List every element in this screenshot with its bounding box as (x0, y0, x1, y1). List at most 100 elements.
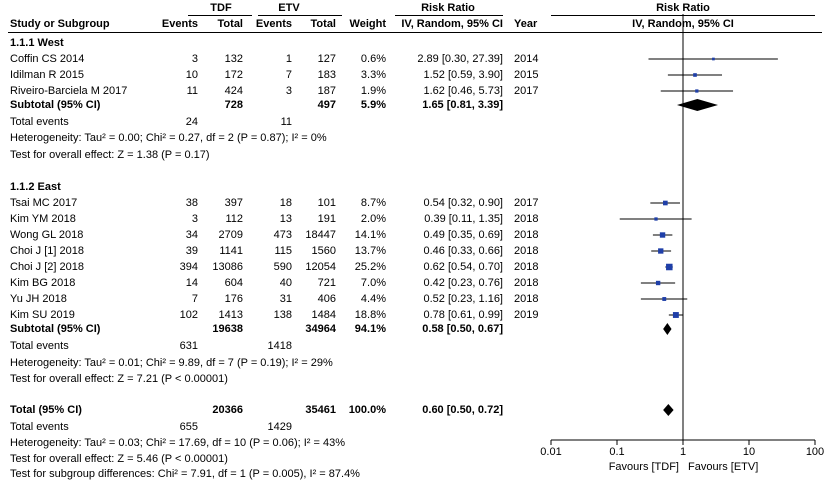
header-events1: Events (161, 18, 198, 30)
header-divider (8, 32, 822, 33)
subtotal-weight: 5.9% (360, 99, 386, 111)
total-events1: 655 (179, 421, 198, 433)
study-name: Choi J [2] 2018 (10, 261, 84, 273)
study-name: Coffin CS 2014 (10, 53, 85, 65)
study-events2: 13 (279, 213, 292, 225)
header-study: Study or Subgroup (10, 18, 110, 30)
study-total1: 132 (224, 53, 243, 65)
study-events2: 473 (273, 229, 292, 241)
total-events2: 11 (280, 116, 292, 128)
total-weight: 100.0% (348, 404, 386, 416)
heterogeneity-text: Heterogeneity: Tau² = 0.01; Chi² = 9.89,… (10, 357, 333, 369)
subgroup-title: 1.1.2 East (10, 181, 61, 193)
header-weight: Weight (349, 18, 386, 30)
study-weight: 14.1% (354, 229, 386, 241)
study-year: 2018 (514, 261, 539, 273)
subtotal-0-diamond (676, 99, 718, 111)
favours-right-label: Favours [ETV] (688, 461, 759, 473)
total-events1: 24 (185, 116, 198, 128)
study-name: Kim YM 2018 (10, 213, 76, 225)
study-name: Idilman R 2015 (10, 69, 84, 81)
study-total1: 13086 (212, 261, 243, 273)
study-events2: 590 (273, 261, 292, 273)
subtotal-total2: 34964 (305, 323, 336, 335)
x-tick-label: 1 (679, 446, 687, 458)
rr-plot-underline (551, 15, 815, 16)
header-year: Year (514, 18, 538, 30)
study-total1: 424 (224, 85, 243, 97)
study-events2: 40 (279, 277, 292, 289)
group2-underline (258, 15, 342, 16)
study-weight: 1.9% (360, 85, 386, 97)
study-total1: 1141 (219, 245, 243, 257)
study-total2: 1560 (311, 245, 336, 257)
study-year: 2015 (514, 69, 539, 81)
study-events1: 34 (185, 229, 198, 241)
study-ci: 0.39 [0.11, 1.35] (424, 213, 503, 225)
header-group1: TDF (210, 2, 232, 14)
study-events1: 11 (186, 85, 198, 97)
study-1-7-point (672, 312, 679, 318)
study-1-4-point (666, 263, 673, 271)
study-ci: 2.89 [0.30, 27.39] (417, 53, 503, 65)
study-ci: 0.62 [0.54, 0.70] (423, 261, 503, 273)
x-tick-label: 0.01 (540, 446, 562, 458)
x-tick-label: 10 (742, 446, 756, 458)
study-total1: 112 (225, 213, 243, 225)
study-ci: 0.46 [0.33, 0.66] (423, 245, 503, 257)
study-events1: 394 (179, 261, 198, 273)
study-weight: 13.7% (354, 245, 386, 257)
study-1-5-point (655, 280, 661, 286)
study-total2: 406 (317, 293, 336, 305)
subtotal-total2: 497 (317, 99, 336, 111)
study-0-2-point (695, 89, 699, 93)
study-total1: 2709 (218, 229, 243, 241)
study-1-1-point (654, 217, 658, 221)
study-1-0-point (663, 200, 668, 206)
overall-effect-text: Test for overall effect: Z = 1.38 (P = 0… (10, 149, 210, 161)
study-year: 2018 (514, 293, 539, 305)
subtotal-label: Subtotal (95% CI) (10, 99, 101, 111)
study-year: 2018 (514, 229, 539, 241)
subgroup-title: 1.1.1 West (10, 37, 64, 49)
study-total1: 604 (224, 277, 243, 289)
header-total2: Total (310, 18, 336, 30)
study-ci: 0.49 [0.35, 0.69] (423, 229, 503, 241)
overall-effect-text: Test for overall effect: Z = 7.21 (P < 0… (10, 373, 228, 385)
study-total2: 191 (317, 213, 336, 225)
total-events-label: Total events (10, 116, 69, 128)
study-0-0-point (712, 57, 715, 61)
study-year: 2018 (514, 213, 539, 225)
study-year: 2017 (514, 85, 539, 97)
study-events1: 3 (191, 213, 198, 225)
study-events1: 7 (191, 293, 198, 305)
study-events1: 39 (185, 245, 198, 257)
study-total2: 127 (317, 53, 336, 65)
study-events2: 3 (285, 85, 292, 97)
study-0-1-point (693, 73, 697, 77)
footer-subgroup-test: Test for subgroup differences: Chi² = 7.… (10, 468, 360, 480)
study-events2: 7 (285, 69, 292, 81)
subtotal-weight: 94.1% (354, 323, 386, 335)
study-weight: 25.2% (354, 261, 386, 273)
study-name: Yu JH 2018 (10, 293, 67, 305)
subtotal-ci: 0.58 [0.50, 0.67] (422, 323, 503, 335)
total-events-label: Total events (10, 340, 69, 352)
study-name: Kim SU 2019 (10, 309, 75, 321)
total-total2: 35461 (305, 404, 336, 416)
total-events-label: Total events (10, 421, 69, 433)
footer-overall-effect: Test for overall effect: Z = 5.46 (P < 0… (10, 453, 228, 465)
study-name: Kim BG 2018 (10, 277, 76, 289)
header-events2: Events (255, 18, 292, 30)
heterogeneity-text: Heterogeneity: Tau² = 0.00; Chi² = 0.27,… (10, 132, 327, 144)
subtotal-1-diamond (663, 323, 672, 335)
study-weight: 18.8% (354, 309, 386, 321)
study-total2: 12054 (305, 261, 336, 273)
header-group2: ETV (278, 2, 300, 14)
x-tick-label: 0.1 (609, 446, 625, 458)
study-total2: 1484 (311, 309, 336, 321)
study-events1: 14 (185, 277, 198, 289)
study-weight: 3.3% (360, 69, 386, 81)
study-total2: 183 (317, 69, 336, 81)
